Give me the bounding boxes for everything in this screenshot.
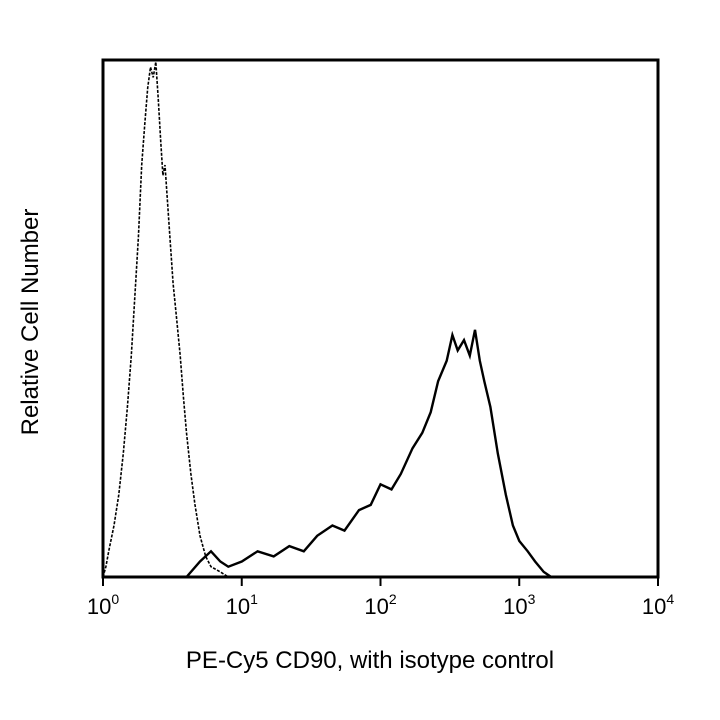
- x-tick-label: 101: [226, 591, 258, 619]
- x-tick-label: 103: [503, 591, 535, 619]
- plot-frame: [101, 58, 660, 579]
- y-axis-title: Relative Cell Number: [17, 209, 44, 436]
- x-axis-title: PE-Cy5 CD90, with isotype control: [186, 647, 554, 674]
- cd90-series: [185, 329, 552, 578]
- x-tick-label: 100: [87, 591, 119, 619]
- plot-area: 100 101 102 103 104: [87, 58, 674, 619]
- series-layer: [102, 61, 552, 578]
- x-tick-label: 102: [364, 591, 396, 619]
- isotype-control-series: [102, 61, 229, 578]
- x-tick-label: 104: [642, 591, 674, 619]
- tick-layer: 100 101 102 103 104: [87, 578, 674, 619]
